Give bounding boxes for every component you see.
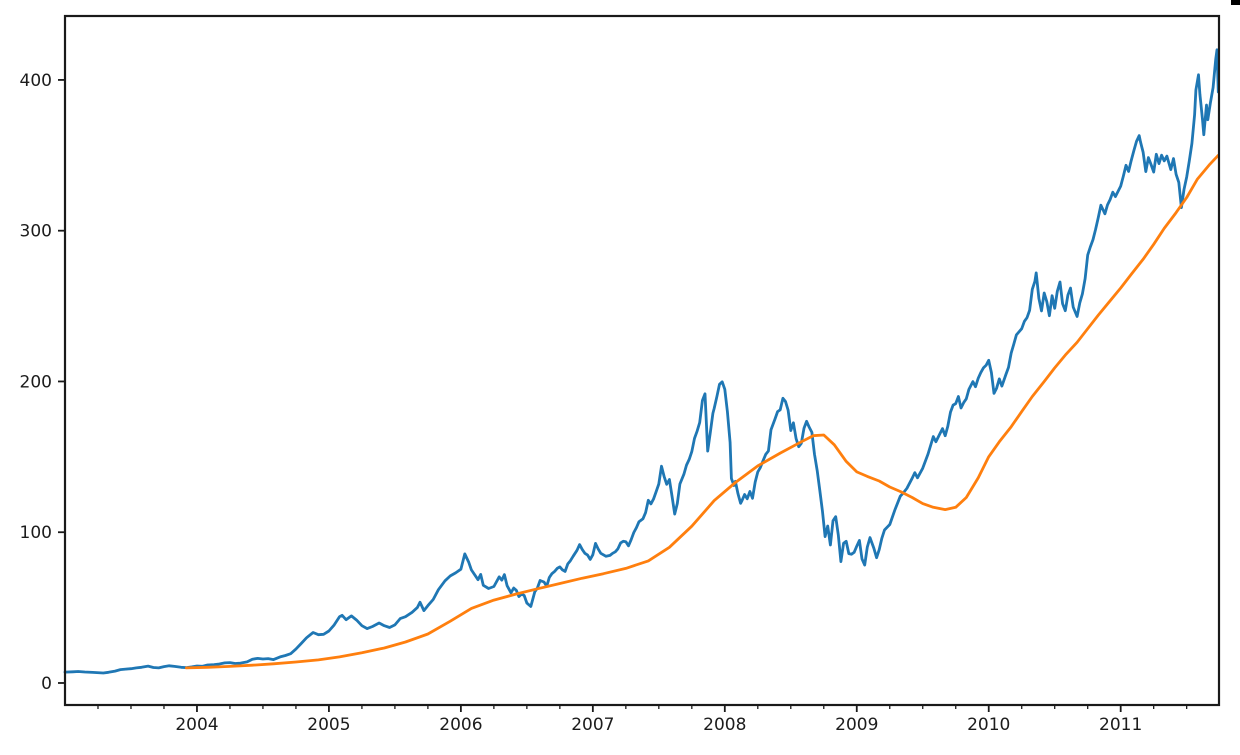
plot-border [63, 14, 1221, 707]
x-tick-label: 2010 [967, 715, 1010, 735]
x-tick-label: 2006 [439, 715, 482, 735]
x-tick-label: 2009 [835, 715, 878, 735]
axis-tick-labels: 2004 2005 2006 2007 2008 2009 2010 2011 0 100 200 3… [20, 71, 1143, 735]
y-tick-label: 0 [41, 674, 52, 694]
y-tick-label: 300 [20, 222, 52, 242]
moving-average-line [184, 153, 1220, 670]
y-tick-label: 100 [20, 523, 52, 543]
chart-series-group [63, 48, 1220, 675]
plot-spines [63, 14, 1221, 707]
x-tick-label: 2005 [307, 715, 350, 735]
axis-ticks [58, 79, 1188, 712]
y-tick-label: 200 [20, 372, 52, 392]
x-tick-label: 2008 [703, 715, 746, 735]
daily-price-line [63, 48, 1220, 675]
x-tick-label: 2007 [571, 715, 614, 735]
y-tick-label: 400 [20, 71, 52, 91]
x-tick-label: 2011 [1099, 715, 1142, 735]
x-tick-label: 2004 [175, 715, 218, 735]
corner-artifact [1231, 0, 1240, 5]
